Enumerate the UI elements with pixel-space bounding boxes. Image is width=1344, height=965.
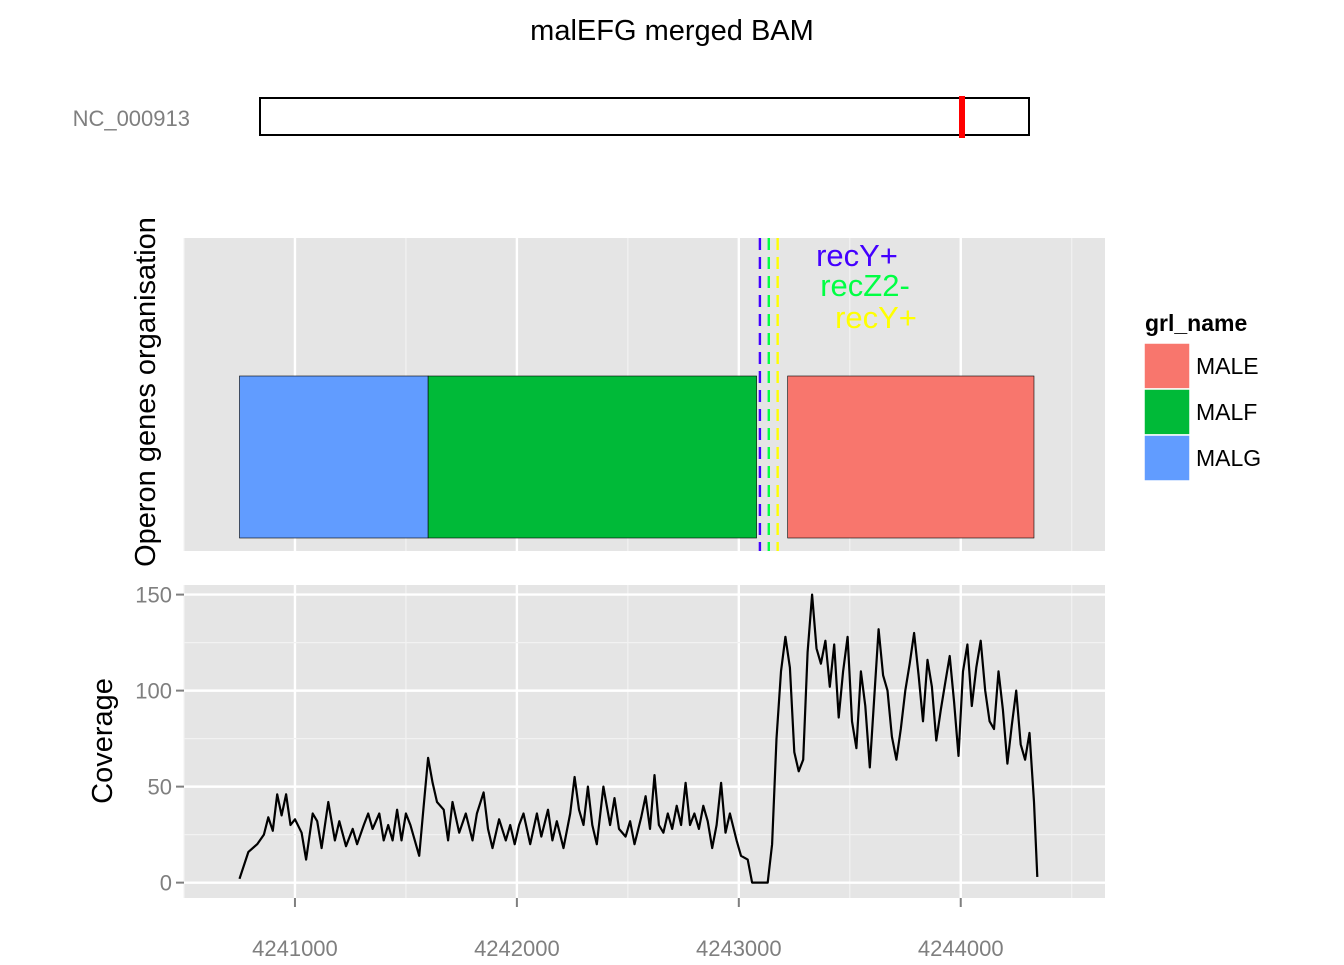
marker-label: recY+ (816, 238, 898, 273)
y-tick-label: 150 (135, 583, 172, 608)
marker-label: recZ2- (820, 268, 910, 303)
legend-label: MALE (1196, 353, 1259, 379)
x-tick-label: 4244000 (918, 936, 1004, 960)
chromosome-ideogram (259, 97, 1030, 136)
y-tick-label: 0 (160, 871, 172, 896)
y-tick-label: 100 (135, 679, 172, 704)
legend-swatch (1143, 342, 1191, 390)
legend-label: MALF (1196, 399, 1257, 425)
legend: grl_name MALE MALF MALG (1143, 310, 1261, 482)
coverage-panel-grid (183, 585, 1105, 898)
legend-label: MALG (1196, 445, 1261, 471)
legend-title: grl_name (1145, 310, 1247, 336)
legend-swatch (1143, 388, 1191, 436)
x-tick-label: 4242000 (474, 936, 560, 960)
gene-bar-malg (239, 375, 429, 539)
x-tick-label: 4243000 (696, 936, 782, 960)
gene-bars (239, 375, 1035, 539)
coverage-line (238, 593, 1039, 884)
coverage-panel-background (184, 585, 1105, 898)
ideogram-region-highlight (959, 96, 965, 138)
coverage-axis-ticks: 0 50 100 150 4241000 4242000 4243000 4244000 (135, 583, 1004, 961)
y-tick-label: 50 (148, 775, 172, 800)
marker-label: recY+ (835, 300, 917, 335)
chart-title: malEFG merged BAM (530, 15, 814, 47)
legend-swatch (1143, 434, 1191, 482)
chromosome-label: NC_000913 (73, 106, 190, 131)
gene-bar-malf (427, 375, 757, 539)
gene-markers: recY+recZ2-recY+ (758, 238, 917, 551)
gene-track-ylabel: Operon genes organisation (130, 217, 162, 567)
gene-bar-male (787, 375, 1035, 539)
coverage-ylabel: Coverage (87, 678, 119, 804)
x-tick-label: 4241000 (252, 936, 338, 960)
